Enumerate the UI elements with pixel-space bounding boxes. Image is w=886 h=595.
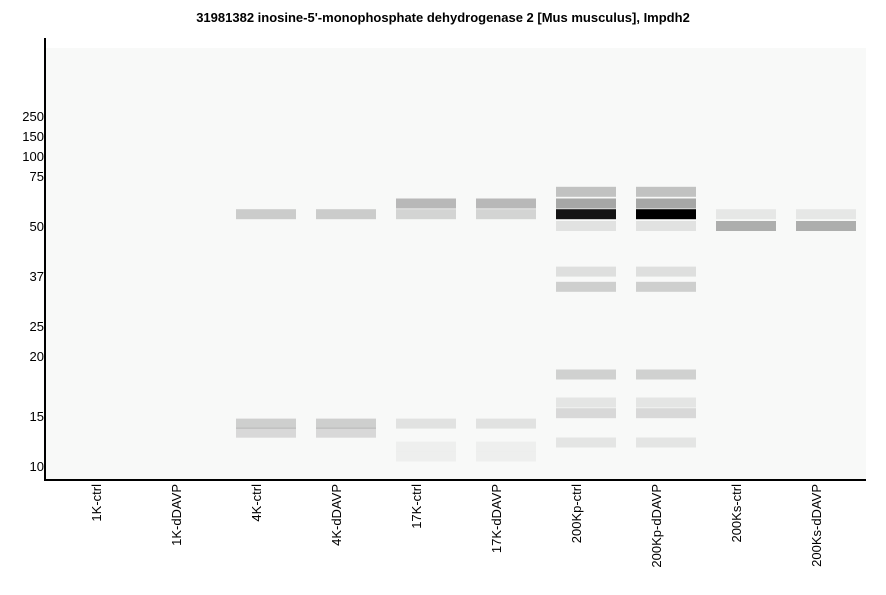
gel-band	[476, 441, 536, 452]
plot-background	[46, 48, 866, 480]
gel-band	[556, 437, 616, 448]
gel-band	[716, 209, 776, 220]
gel-band	[636, 281, 696, 292]
y-tick-label: 50	[30, 219, 44, 234]
y-tick-label: 10	[30, 459, 44, 474]
y-tick-label: 100	[22, 149, 44, 164]
gel-band	[476, 209, 536, 220]
y-tick-label: 150	[22, 129, 44, 144]
gel-band	[396, 198, 456, 209]
gel-band	[476, 418, 536, 429]
lane-label: 17K-dDAVP	[489, 484, 504, 553]
gel-band	[396, 441, 456, 452]
y-tick-label: 75	[30, 169, 44, 184]
gel-band	[236, 418, 296, 429]
gel-band	[556, 397, 616, 408]
gel-band	[556, 186, 616, 197]
gel-band	[476, 198, 536, 209]
lane-label: 200Ks-ctrl	[729, 484, 744, 543]
gel-band	[556, 369, 616, 380]
gel-band	[556, 221, 616, 231]
gel-band	[796, 221, 856, 231]
lane-label: 200Kp-ctrl	[569, 484, 584, 543]
gel-band	[476, 451, 536, 462]
y-tick-label: 15	[30, 409, 44, 424]
y-tick-label: 37	[30, 269, 44, 284]
lane-label: 1K-dDAVP	[169, 484, 184, 546]
gel-band	[236, 209, 296, 220]
lane-label: 4K-ctrl	[249, 484, 264, 522]
lane-label: 1K-ctrl	[89, 484, 104, 522]
gel-band	[316, 209, 376, 220]
gel-band	[636, 221, 696, 231]
gel-band	[796, 209, 856, 220]
lane-labels: 1K-ctrl 1K-dDAVP 4K-ctrl 4K-dDAVP 17K-ctrl 17…	[89, 484, 824, 568]
gel-band	[316, 427, 376, 438]
lane-label: 17K-ctrl	[409, 484, 424, 529]
gel-band	[556, 209, 616, 220]
y-tick-labels: 250 150 100 75 50 37 25 20 15 10	[22, 109, 44, 474]
gel-band	[636, 408, 696, 419]
gel-band	[556, 198, 616, 209]
gel-band	[556, 281, 616, 292]
gel-band	[636, 186, 696, 197]
y-tick-label: 25	[30, 319, 44, 334]
bands-layer	[236, 186, 856, 462]
gel-band	[556, 266, 616, 277]
gel-band	[556, 408, 616, 419]
gel-band	[636, 266, 696, 277]
gel-band	[636, 437, 696, 448]
lane-label: 200Ks-dDAVP	[809, 484, 824, 567]
gel-band	[636, 198, 696, 209]
gel-band	[396, 451, 456, 462]
gel-band	[396, 418, 456, 429]
gel-band	[636, 369, 696, 380]
gel-band	[636, 209, 696, 220]
lane-label: 4K-dDAVP	[329, 484, 344, 546]
gel-band	[636, 397, 696, 408]
y-tick-label: 250	[22, 109, 44, 124]
y-tick-label: 20	[30, 349, 44, 364]
gel-band	[396, 209, 456, 220]
gel-band	[236, 427, 296, 438]
gel-band	[316, 418, 376, 429]
lane-label: 200Kp-dDAVP	[649, 484, 664, 568]
gel-band	[716, 221, 776, 231]
chart-title: 31981382 inosine-5'-monophosphate dehydr…	[196, 10, 690, 25]
